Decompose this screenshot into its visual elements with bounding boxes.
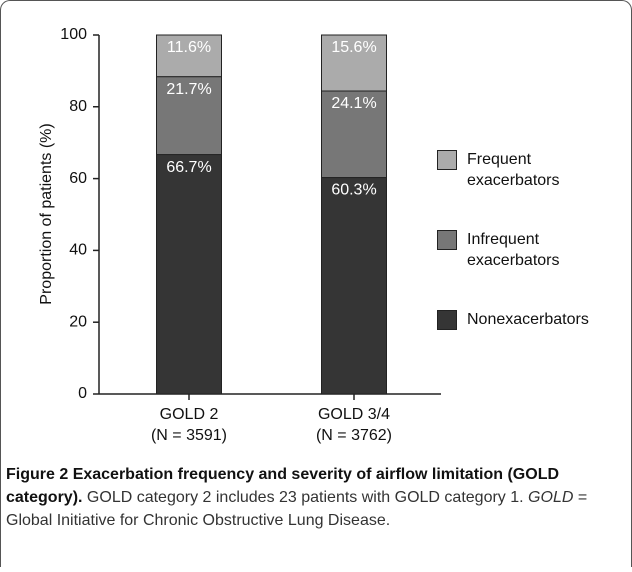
bar-segment xyxy=(156,34,222,78)
bar-segment xyxy=(321,177,387,395)
caption: Figure 2 Exacerbation frequency and seve… xyxy=(6,463,621,532)
x-tick-label: GOLD 3/4 xyxy=(318,406,390,423)
value-label: 60.3% xyxy=(331,182,376,199)
bar-segment xyxy=(156,154,222,395)
value-label: 66.7% xyxy=(166,159,211,176)
y-tick-label: 100 xyxy=(60,26,87,43)
legend-item: Frequent exacerbators xyxy=(437,149,617,229)
legend-swatch xyxy=(437,150,457,170)
legend-item: Infrequent exacerbators xyxy=(437,229,617,309)
y-tick-label: 80 xyxy=(69,98,87,115)
y-axis-label: Proportion of patients (%) xyxy=(38,123,55,304)
bar-segment xyxy=(321,90,387,179)
legend: Frequent exacerbators Infrequent exacerba… xyxy=(437,149,617,389)
bar-segment xyxy=(321,34,387,92)
x-tick-note: (N = 3591) xyxy=(151,427,227,444)
bar-segment xyxy=(156,76,222,156)
y-tick-label: 0 xyxy=(78,385,87,402)
x-tick-label: GOLD 2 xyxy=(160,406,219,423)
caption-abbreviation: GOLD xyxy=(528,489,574,506)
value-label: 21.7% xyxy=(166,81,211,98)
legend-swatch xyxy=(437,230,457,250)
legend-item: Nonexacerbators xyxy=(437,309,617,389)
legend-label: Infrequent exacerbators xyxy=(467,231,560,269)
y-tick-label: 40 xyxy=(69,242,87,259)
caption-title: Exacerbation frequency and severity of a… xyxy=(6,466,560,506)
y-tick-label: 60 xyxy=(69,170,87,187)
legend-label: Frequent exacerbators xyxy=(467,151,560,189)
x-tick-note: (N = 3762) xyxy=(316,427,392,444)
legend-label: Nonexacerbators xyxy=(467,311,589,328)
legend-swatch xyxy=(437,310,457,330)
caption-body: GOLD category 2 includes 23 patients wit… xyxy=(86,489,524,506)
value-label: 15.6% xyxy=(331,39,376,56)
value-label: 24.1% xyxy=(331,95,376,112)
y-tick-label: 20 xyxy=(69,313,87,330)
value-label: 11.6% xyxy=(167,39,211,56)
caption-label: Figure 2 xyxy=(6,466,69,483)
chart: Proportion of patients (%) 0 20 40 60 80 100 G… xyxy=(38,26,441,444)
caption-definition: = Global Initiative for Chronic Obstruct… xyxy=(6,489,588,529)
